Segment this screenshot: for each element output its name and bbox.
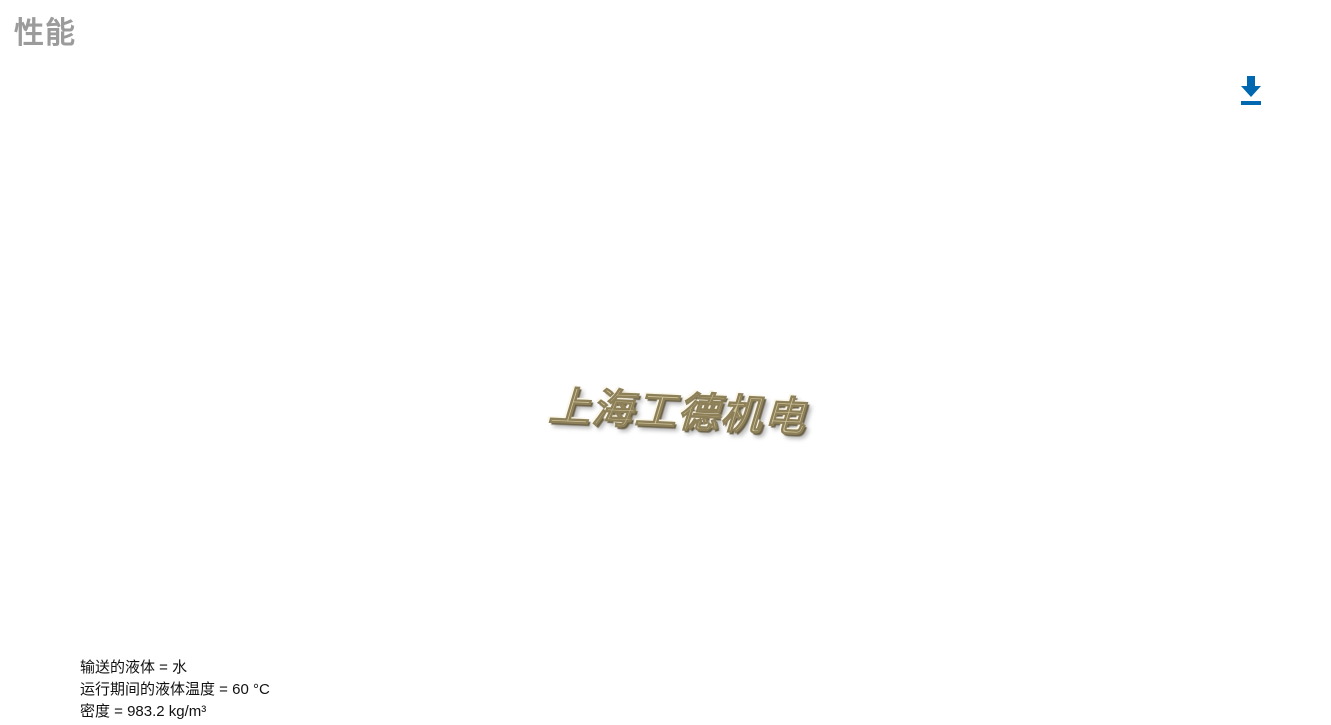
page-title: 性能 — [14, 17, 76, 50]
download-icon — [1241, 76, 1261, 105]
footnote-density: 密度 = 983.2 kg/m³ — [80, 703, 207, 720]
footnote-pumped-liquid: 输送的液体 = 水 — [80, 659, 188, 676]
watermark: 上海工德机电 — [547, 383, 808, 441]
chart-footnotes: 输送的液体 = 水 运行期间的液体温度 = 60 °C 密度 = 983.2 k… — [80, 657, 270, 723]
download-button[interactable] — [1236, 74, 1266, 108]
footnote-liquid-temperature: 运行期间的液体温度 = 60 °C — [80, 681, 270, 698]
